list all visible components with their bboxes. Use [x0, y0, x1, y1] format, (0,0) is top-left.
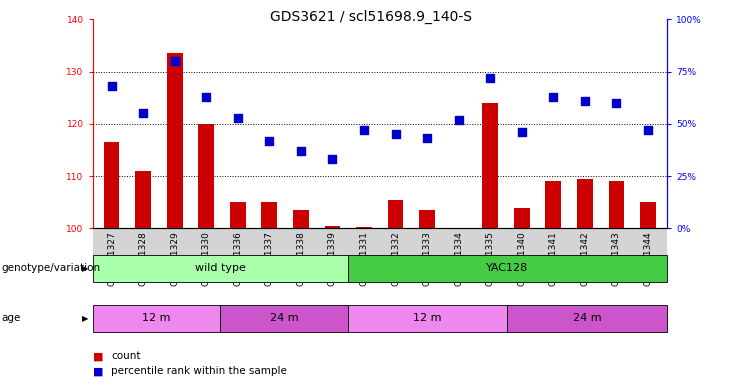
Point: [295, 148, 307, 154]
Text: 24 m: 24 m: [573, 313, 602, 323]
Bar: [545, 181, 561, 228]
Bar: [135, 171, 151, 228]
Point: [421, 136, 433, 142]
Bar: [293, 210, 309, 228]
Point: [200, 94, 212, 100]
Bar: [577, 179, 593, 228]
Bar: [104, 142, 119, 228]
Text: 12 m: 12 m: [413, 313, 442, 323]
Text: age: age: [1, 313, 21, 323]
Point: [232, 114, 244, 121]
Point: [516, 129, 528, 135]
Text: 24 m: 24 m: [270, 313, 299, 323]
Point: [548, 94, 559, 100]
Point: [390, 131, 402, 137]
Text: ▶: ▶: [82, 264, 89, 273]
Bar: [388, 200, 403, 228]
Text: wild type: wild type: [195, 263, 246, 273]
Text: genotype/variation: genotype/variation: [1, 263, 101, 273]
Text: ■: ■: [93, 351, 103, 361]
Text: ▶: ▶: [82, 314, 89, 323]
Point: [485, 75, 496, 81]
Bar: [262, 202, 277, 228]
Bar: [230, 202, 246, 228]
Text: 12 m: 12 m: [142, 313, 170, 323]
Bar: [199, 124, 214, 228]
Point: [106, 83, 118, 89]
Point: [642, 127, 654, 133]
Bar: [640, 202, 656, 228]
Point: [263, 137, 275, 144]
Bar: [419, 210, 435, 228]
Text: count: count: [111, 351, 141, 361]
Bar: [356, 227, 372, 228]
Point: [358, 127, 370, 133]
Bar: [167, 53, 182, 228]
Point: [453, 117, 465, 123]
Bar: [325, 226, 340, 228]
Point: [169, 58, 181, 64]
Bar: [482, 103, 498, 228]
Point: [611, 100, 622, 106]
Text: ■: ■: [93, 366, 103, 376]
Bar: [514, 207, 530, 228]
Point: [137, 110, 149, 116]
Point: [579, 98, 591, 104]
Point: [327, 156, 339, 162]
Text: percentile rank within the sample: percentile rank within the sample: [111, 366, 287, 376]
Text: GDS3621 / scl51698.9_140-S: GDS3621 / scl51698.9_140-S: [270, 10, 471, 24]
Bar: [608, 181, 625, 228]
Text: YAC128: YAC128: [486, 263, 528, 273]
